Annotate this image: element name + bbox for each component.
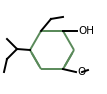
Text: OH: OH [78, 26, 94, 36]
Text: O: O [77, 67, 85, 77]
